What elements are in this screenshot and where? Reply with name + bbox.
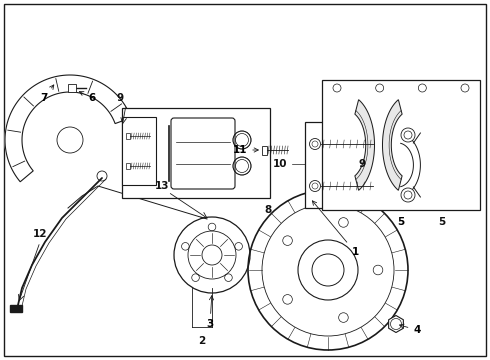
FancyBboxPatch shape (171, 118, 235, 189)
Text: 6: 6 (79, 92, 96, 103)
Bar (126, 163, 130, 169)
Text: 4: 4 (399, 324, 421, 335)
Polygon shape (5, 75, 131, 182)
Circle shape (401, 128, 415, 142)
Bar (262, 145, 267, 154)
Text: 13: 13 (155, 181, 169, 191)
Text: 7: 7 (40, 85, 54, 103)
Text: 9: 9 (117, 93, 123, 103)
Bar (126, 133, 130, 139)
Text: 12: 12 (33, 229, 47, 239)
Text: 1: 1 (312, 201, 359, 257)
Text: 2: 2 (198, 336, 206, 346)
Bar (122, 117, 156, 185)
Bar (122, 108, 270, 198)
Bar (322, 80, 480, 210)
Text: 3: 3 (206, 296, 214, 329)
Text: 5: 5 (397, 217, 405, 227)
Text: 11: 11 (233, 145, 258, 155)
Text: 9: 9 (359, 159, 366, 169)
Bar (10, 305, 22, 312)
Polygon shape (355, 100, 374, 190)
Circle shape (401, 188, 415, 202)
Text: 8: 8 (265, 205, 271, 215)
Text: 5: 5 (439, 217, 445, 227)
Polygon shape (383, 100, 402, 190)
Bar (305, 122, 423, 208)
Text: 10: 10 (273, 159, 287, 169)
Polygon shape (389, 315, 403, 333)
Bar (68, 84, 76, 92)
